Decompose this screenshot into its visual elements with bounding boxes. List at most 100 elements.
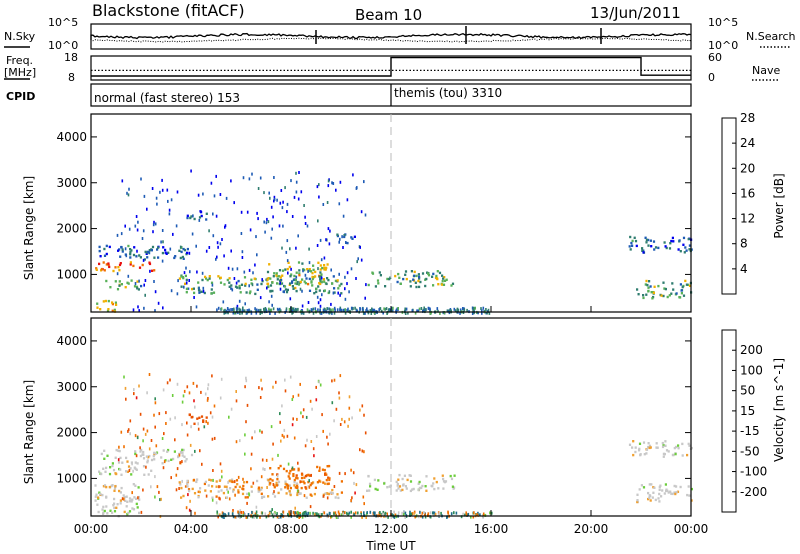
power-scatter-point	[364, 296, 366, 300]
velocity-scatter-point	[394, 513, 397, 517]
velocity-cell	[408, 474, 411, 477]
power-scatter-point	[257, 309, 260, 313]
power-scatter-point	[152, 223, 155, 227]
power-cell	[334, 279, 337, 283]
power-scatter-point	[361, 307, 364, 311]
power-cell	[173, 256, 176, 260]
power-cell	[634, 239, 638, 243]
power-cell	[130, 249, 133, 252]
power-scatter-point	[263, 191, 265, 195]
power-scatter-point	[339, 180, 342, 184]
power-scatter-point	[404, 307, 406, 311]
velocity-scatter-point	[335, 516, 338, 519]
power-scatter-point	[382, 311, 384, 315]
velocity-cell	[675, 445, 678, 449]
power-cell	[186, 247, 189, 251]
power-cell	[404, 273, 407, 276]
power-scatter-point	[242, 306, 244, 310]
velocity-scatter-point	[306, 438, 308, 442]
power-cell	[641, 247, 644, 250]
power-scatter-point	[227, 266, 230, 270]
velocity-scatter-point	[386, 512, 388, 516]
power-cell	[652, 240, 656, 243]
velocity-cell	[303, 482, 306, 485]
velocity-cell	[173, 450, 176, 453]
power-scatter-point	[389, 308, 391, 312]
velocity-scatter-point	[154, 425, 156, 429]
velocity-cell	[292, 473, 295, 476]
velocity-scatter-point	[326, 513, 329, 517]
velocity-scatter-point	[189, 499, 191, 503]
velocity-scatter-point	[158, 490, 160, 494]
velocity-cell	[295, 482, 298, 485]
power-cell	[386, 277, 389, 281]
velocity-cell	[105, 505, 108, 508]
velocity-scatter-point	[277, 453, 279, 457]
power-scatter-point	[254, 263, 256, 267]
velocity-cell	[417, 482, 420, 485]
velocity-scatter-point	[227, 480, 229, 484]
power-scatter-point	[488, 311, 491, 315]
power-cell	[409, 280, 412, 283]
power-cell	[687, 283, 690, 286]
velocity-scatter-point	[465, 513, 468, 517]
velocity-scatter-point	[335, 407, 338, 411]
velocity-cell	[260, 488, 263, 491]
power-scatter-point	[256, 211, 258, 215]
power-scatter-point	[295, 171, 297, 175]
velocity-scatter-point	[206, 398, 209, 402]
velocity-cell	[133, 466, 136, 469]
power-cell	[418, 275, 421, 279]
x-tick-label: 00:00	[74, 522, 109, 536]
power-cell	[96, 306, 99, 309]
x-axis-label: Time UT	[365, 539, 416, 553]
velocity-scatter-point	[268, 511, 271, 515]
velocity-cell	[661, 445, 665, 449]
velocity-cell	[139, 454, 142, 458]
power-cell	[647, 238, 650, 242]
power-cell	[343, 235, 346, 239]
velocity-scatter-point	[146, 429, 149, 433]
power-scatter-point	[312, 307, 315, 311]
power-scatter-point	[286, 239, 289, 243]
power-cell	[230, 284, 233, 287]
velocity-cell	[284, 486, 287, 489]
power-cell	[185, 291, 188, 294]
power-scatter-point	[383, 307, 385, 311]
velocity-cell	[296, 493, 299, 497]
power-scatter-point	[344, 311, 347, 315]
velocity-cell	[147, 473, 150, 476]
velocity-cell	[103, 457, 106, 460]
velocity-scatter-point	[150, 485, 152, 489]
velocity-scatter-point	[222, 512, 225, 516]
velocity-cell	[97, 510, 100, 514]
velocity-cell	[237, 489, 240, 492]
velocity-scatter-point	[353, 481, 355, 485]
y-tick-label: 2000	[56, 426, 87, 440]
power-scatter-point	[302, 311, 305, 315]
velocity-cell	[241, 492, 245, 496]
velocity-scatter-point	[340, 513, 343, 517]
power-cell	[108, 245, 111, 249]
velocity-scatter-point	[313, 454, 315, 458]
velocity-cell	[181, 454, 184, 457]
velocity-cell	[180, 451, 183, 454]
power-scatter-point	[373, 311, 376, 315]
power-scatter-point	[304, 222, 307, 225]
power-scatter-point	[233, 277, 236, 280]
velocity-cell	[113, 510, 117, 513]
velocity-cell	[272, 492, 275, 495]
power-cell	[111, 309, 114, 312]
power-scatter-point	[120, 232, 123, 236]
power-scatter-point	[170, 198, 173, 202]
velocity-scatter-point	[217, 515, 219, 519]
power-scatter-point	[459, 308, 462, 312]
power-cell	[340, 282, 343, 286]
power-scatter-point	[293, 195, 296, 199]
velocity-scatter-point	[322, 429, 324, 433]
velocity-cell	[198, 416, 201, 419]
velocity-cell	[648, 446, 651, 450]
velocity-cell	[282, 467, 286, 471]
velocity-cell	[638, 442, 642, 445]
power-cell	[244, 284, 247, 287]
